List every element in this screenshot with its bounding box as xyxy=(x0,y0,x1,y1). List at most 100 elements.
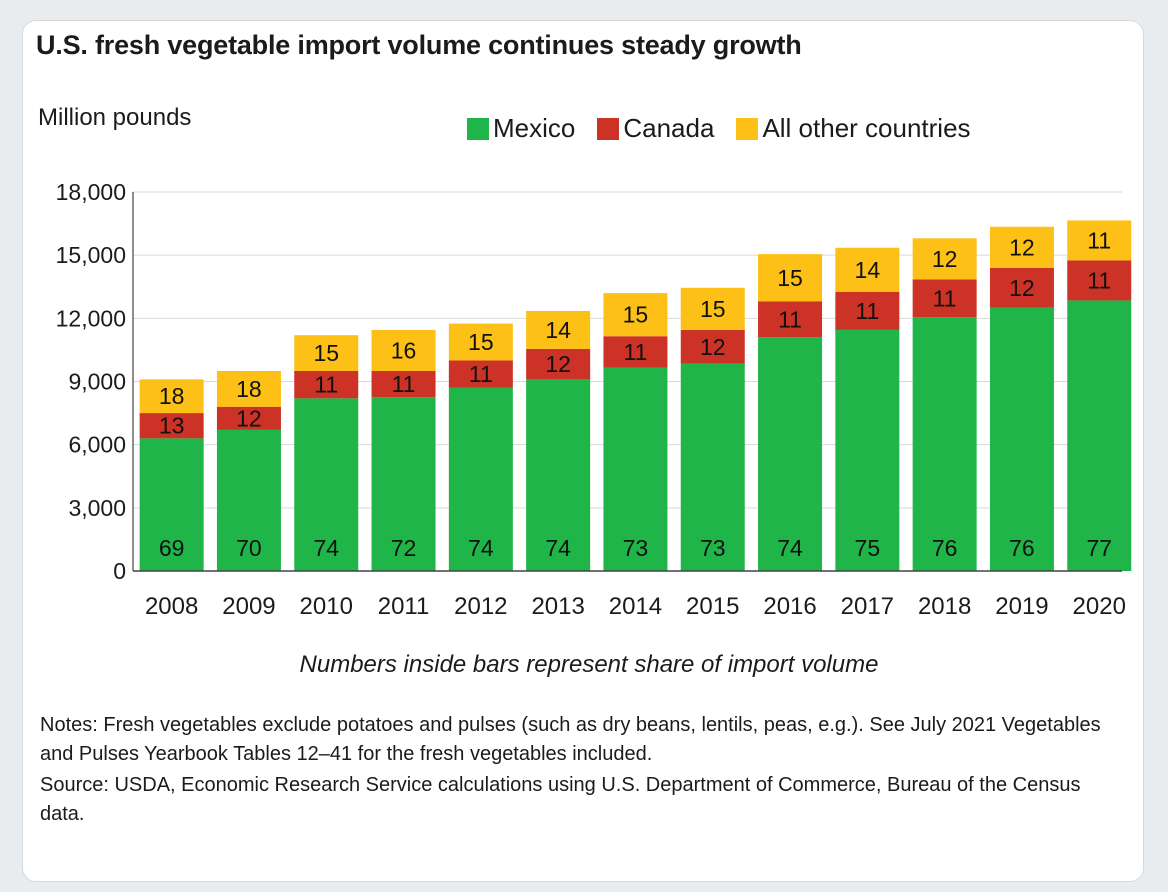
legend-label-other: All other countries xyxy=(762,113,971,143)
bar-segment-all-other-countries xyxy=(989,226,1054,268)
x-tick-label: 2009 xyxy=(222,593,275,620)
bar-share-label: 73 xyxy=(623,535,649,561)
legend-item-other: All other countries xyxy=(736,113,971,144)
bar-share-label: 18 xyxy=(236,376,262,402)
bar-segment-all-other-countries xyxy=(603,293,668,337)
bar-segment-canada xyxy=(139,413,204,439)
y-axis-unit-label: Million pounds xyxy=(38,104,192,131)
bar-share-label: 11 xyxy=(1087,267,1111,293)
x-tick-label: 2019 xyxy=(995,593,1048,620)
bar-share-label: 12 xyxy=(932,246,958,272)
legend-swatch-canada xyxy=(597,117,620,140)
bar-share-label: 15 xyxy=(777,265,803,291)
notes-block: Notes: Fresh vegetables exclude potatoes… xyxy=(40,711,1130,829)
bar-share-label: 18 xyxy=(159,383,185,409)
bar-segment-all-other-countries xyxy=(835,247,900,293)
bar-segment-mexico xyxy=(758,337,823,571)
bar-share-label: 11 xyxy=(933,285,957,311)
legend-swatch-other xyxy=(736,117,759,140)
source-text: Source: USDA, Economic Research Service … xyxy=(40,774,1081,825)
bar-share-label: 12 xyxy=(545,351,571,377)
notes-text: Notes: Fresh vegetables exclude potatoes… xyxy=(40,714,1101,765)
bar-share-label: 11 xyxy=(855,298,879,324)
bar-segment-all-other-countries xyxy=(371,329,436,371)
bar-segment-mexico xyxy=(680,363,745,571)
y-tick-label: 9,000 xyxy=(68,369,126,395)
bar-share-label: 15 xyxy=(700,296,726,322)
y-tick-label: 0 xyxy=(113,558,126,584)
y-tick-label: 18,000 xyxy=(56,179,126,205)
legend-item-mexico: Mexico xyxy=(467,113,575,144)
legend-swatch-mexico xyxy=(467,117,489,140)
y-tick-label: 6,000 xyxy=(68,432,126,458)
x-tick-label: 2010 xyxy=(300,593,353,620)
bar-segment-all-other-countries xyxy=(1067,220,1132,261)
bar-segment-mexico xyxy=(835,329,900,571)
bar-share-label: 11 xyxy=(1087,227,1111,253)
x-tick-label: 2018 xyxy=(918,593,971,620)
bar-segment-mexico xyxy=(371,397,436,571)
bar-segment-all-other-countries xyxy=(139,379,204,414)
bar-segment-mexico xyxy=(912,317,977,571)
chart-caption: Numbers inside bars represent share of i… xyxy=(299,651,879,678)
bar-segment-all-other-countries xyxy=(216,370,281,407)
bar-segment-all-other-countries xyxy=(680,287,745,330)
bar-share-label: 14 xyxy=(545,317,571,343)
bar-share-label: 76 xyxy=(1009,535,1035,561)
bar-share-label: 12 xyxy=(1009,234,1035,260)
legend-label-canada: Canada xyxy=(623,113,715,143)
legend: Mexico Canada All other countries xyxy=(467,113,993,144)
bar-share-label: 75 xyxy=(855,535,881,561)
x-tick-label: 2014 xyxy=(609,593,662,620)
bar-share-label: 69 xyxy=(159,535,185,561)
bar-segment-mexico xyxy=(294,398,359,571)
bar-segment-mexico xyxy=(448,387,513,571)
legend-label-mexico: Mexico xyxy=(493,113,576,143)
bar-segment-all-other-countries xyxy=(448,323,513,361)
bar-segment-mexico xyxy=(603,367,668,571)
x-tick-label: 2017 xyxy=(841,593,894,620)
bar-segment-canada xyxy=(448,360,513,388)
bar-share-label: 15 xyxy=(468,329,494,355)
x-tick-label: 2015 xyxy=(686,593,739,620)
bar-segment-canada xyxy=(603,336,668,368)
bar-segment-canada xyxy=(1067,260,1132,301)
bar-share-label: 15 xyxy=(313,340,339,366)
bar-segment-canada xyxy=(989,267,1054,308)
bar-segment-mexico xyxy=(989,307,1054,571)
bar-share-label: 13 xyxy=(159,413,185,439)
bar-segment-all-other-countries xyxy=(526,310,591,349)
bar-share-label: 72 xyxy=(391,535,417,561)
bar-segment-canada xyxy=(680,329,745,364)
bar-segment-canada xyxy=(912,279,977,318)
x-tick-label: 2008 xyxy=(145,593,198,620)
bar-share-label: 16 xyxy=(391,337,417,363)
bar-segment-mexico xyxy=(139,438,204,571)
bar-share-label: 14 xyxy=(855,257,881,283)
bar-segment-canada xyxy=(216,406,281,430)
bar-share-label: 12 xyxy=(236,405,262,431)
bar-segment-all-other-countries xyxy=(912,238,977,280)
chart-title: U.S. fresh vegetable import volume conti… xyxy=(36,30,802,60)
bar-share-label: 70 xyxy=(236,535,262,561)
y-tick-label: 15,000 xyxy=(56,242,126,268)
bar-segment-mexico xyxy=(216,429,281,571)
bar-segment-canada xyxy=(758,301,823,338)
y-tick-label: 3,000 xyxy=(68,495,126,521)
bar-share-label: 11 xyxy=(778,306,802,332)
bar-share-label: 12 xyxy=(700,334,726,360)
x-tick-label: 2020 xyxy=(1073,593,1126,620)
bar-segment-all-other-countries xyxy=(758,254,823,302)
bar-segment-canada xyxy=(371,370,436,398)
x-tick-label: 2012 xyxy=(454,593,507,620)
bar-share-label: 11 xyxy=(314,372,338,398)
bar-share-label: 11 xyxy=(469,361,493,387)
bar-share-label: 12 xyxy=(1009,275,1035,301)
bar-segment-mexico xyxy=(1067,300,1132,571)
bar-segment-canada xyxy=(294,370,359,399)
bar-segment-canada xyxy=(835,292,900,330)
bar-share-label: 11 xyxy=(624,339,648,365)
bar-share-label: 74 xyxy=(468,535,494,561)
bar-share-label: 73 xyxy=(700,535,726,561)
